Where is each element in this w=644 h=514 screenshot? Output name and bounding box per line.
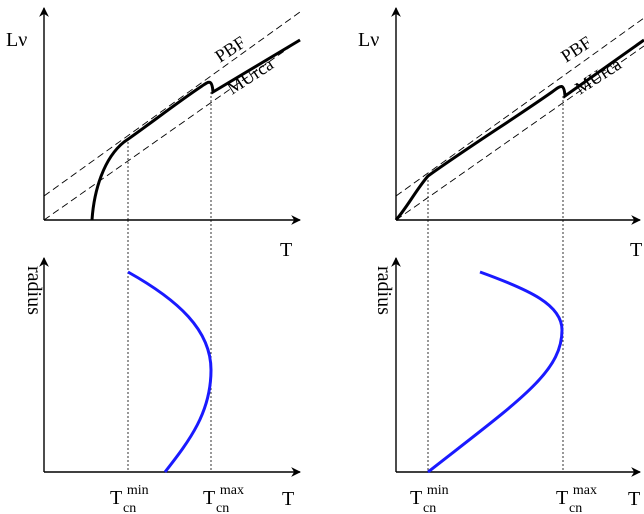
right-pbf-label: PBF xyxy=(557,32,595,66)
right-pbf-dashed-line xyxy=(395,17,644,197)
right-tmin-sup: min xyxy=(427,483,449,498)
left-tmax-base: T xyxy=(203,487,215,509)
left-bottom-x-axis-label: T xyxy=(282,488,294,510)
left-panel: Lν T PBF MUrca radius T xyxy=(6,7,301,514)
left-luminosity-plot: Lν T PBF MUrca xyxy=(6,7,301,261)
right-luminosity-curve xyxy=(394,38,644,221)
right-tmin-sub: cn xyxy=(423,501,436,514)
left-pbf-label: PBF xyxy=(211,32,249,66)
left-tmin-sup: min xyxy=(127,483,149,498)
right-tmin-base: T xyxy=(410,487,422,509)
left-murca-label: MUrca xyxy=(223,54,277,99)
right-top-y-axis-label: Lν xyxy=(358,29,379,51)
left-pbf-dashed-line xyxy=(43,11,301,197)
left-top-y-axis-label: Lν xyxy=(6,29,27,51)
left-tmin-label: T min cn xyxy=(110,477,154,514)
left-tmax-sub: cn xyxy=(216,501,229,514)
right-bottom-y-axis-label: radius xyxy=(373,266,395,315)
right-murca-dashed-line xyxy=(395,45,644,221)
right-radius-curve xyxy=(427,270,564,474)
right-tmax-label: T max cn xyxy=(556,477,602,514)
left-radius-curve xyxy=(127,270,213,473)
left-bottom-y-axis-label: radius xyxy=(23,266,45,315)
left-tmax-sup: max xyxy=(220,483,244,498)
right-tmax-base: T xyxy=(556,487,568,509)
right-tmin-label: T min cn xyxy=(410,477,454,514)
left-tmax-label: T max cn xyxy=(203,477,249,514)
left-top-x-axis-label: T xyxy=(280,239,292,261)
left-radius-plot: radius T T min cn T max cn xyxy=(23,220,301,514)
left-tmin-sub: cn xyxy=(123,501,136,514)
right-bottom-x-axis-label: T xyxy=(628,488,640,510)
right-radius-plot: radius T T min cn T max cn xyxy=(373,220,641,514)
left-murca-dashed-line xyxy=(43,39,301,221)
right-tmax-sup: max xyxy=(573,483,597,498)
left-luminosity-curve xyxy=(90,38,301,221)
right-tmax-sub: cn xyxy=(569,501,582,514)
right-panel: Lν T PBF MUrca radius T T min cn xyxy=(358,7,644,514)
right-luminosity-plot: Lν T PBF MUrca xyxy=(358,7,644,261)
right-top-x-axis-label: T xyxy=(630,239,642,261)
left-tmin-base: T xyxy=(110,487,122,509)
